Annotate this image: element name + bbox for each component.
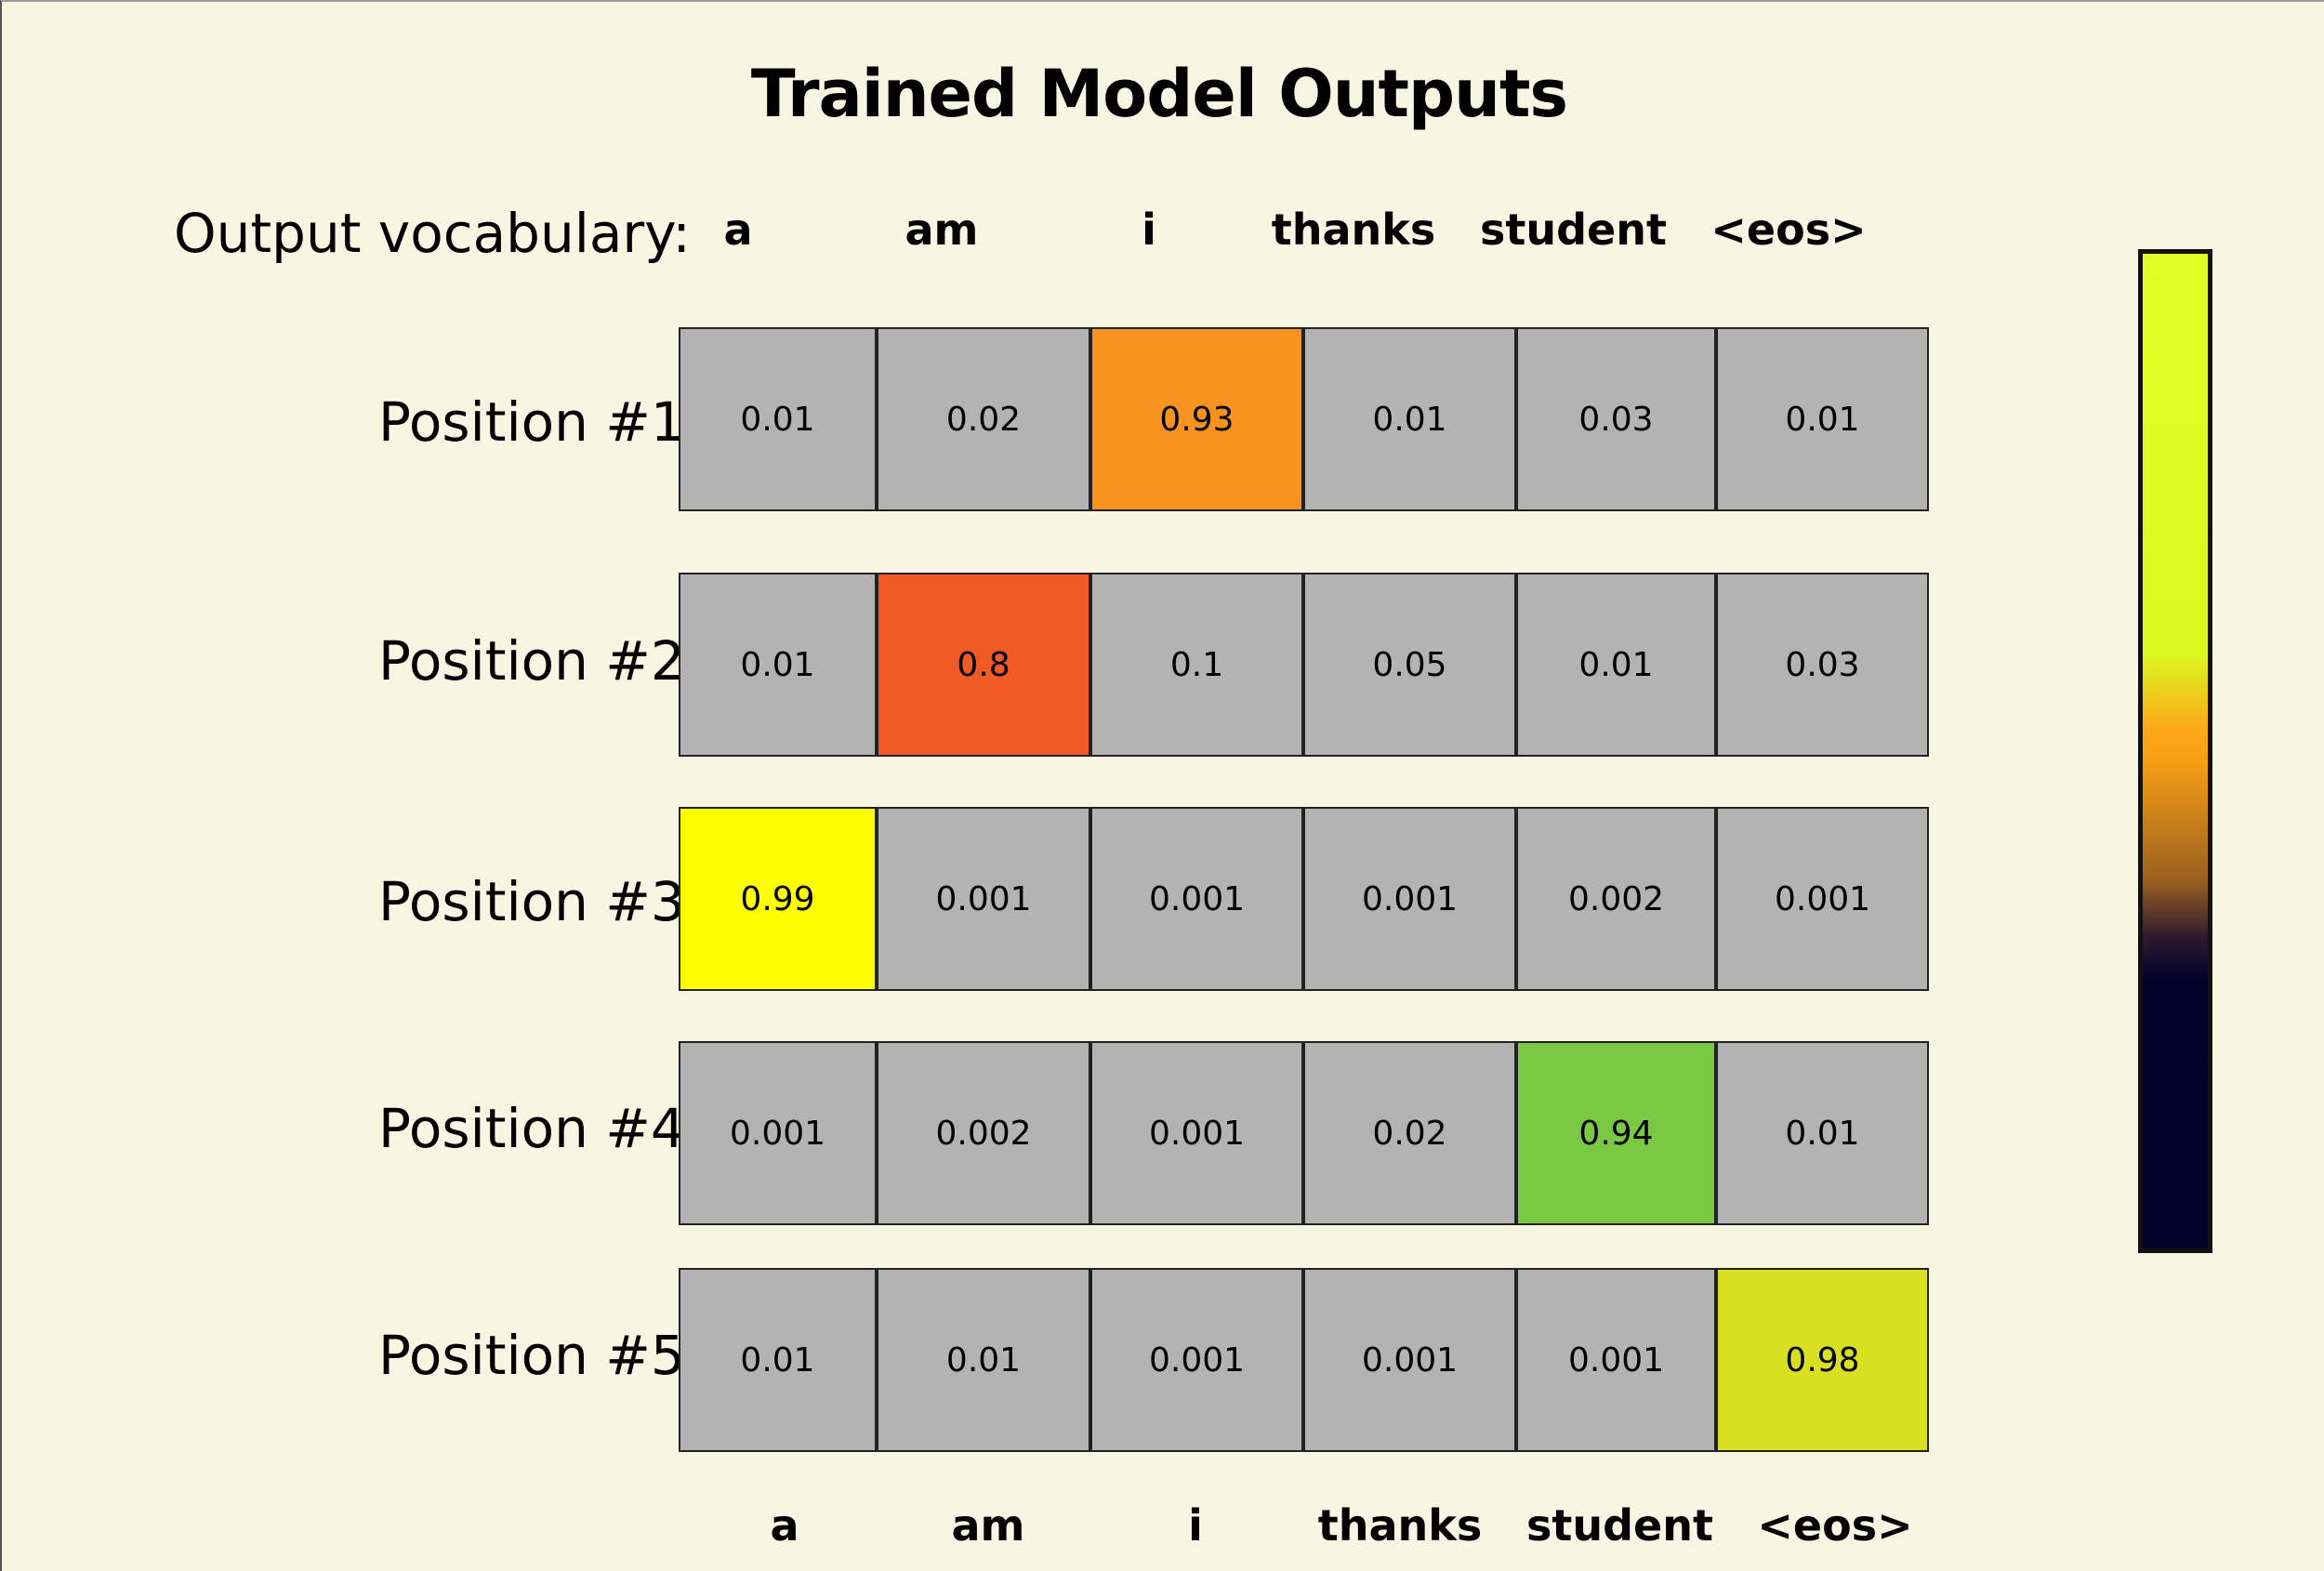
footer-word-4: student [1526, 1500, 1713, 1551]
row-label-2: Position #2 [378, 629, 685, 693]
probability-cell-r1-c6: 0.01 [1716, 327, 1929, 511]
probability-cell-r3-c1: 0.99 [679, 807, 877, 991]
probability-cell-r5-c2: 0.01 [877, 1268, 1090, 1452]
footer-word-0: a [770, 1500, 799, 1551]
vocabulary-label: Output vocabulary: [174, 202, 691, 265]
probability-cell-r4-c1: 0.001 [679, 1041, 877, 1225]
row-label-5: Position #5 [378, 1324, 685, 1387]
probability-cell-r3-c5: 0.002 [1516, 807, 1716, 991]
probability-cell-r5-c6: 0.98 [1716, 1268, 1929, 1452]
probability-cell-r4-c6: 0.01 [1716, 1041, 1929, 1225]
probability-cell-r5-c3: 0.001 [1090, 1268, 1303, 1452]
probability-cell-r5-c5: 0.001 [1516, 1268, 1716, 1452]
probability-cell-r1-c2: 0.02 [877, 327, 1090, 511]
header-word-2: i [1142, 205, 1156, 255]
probability-cell-r5-c1: 0.01 [679, 1268, 877, 1452]
colorbar [2138, 249, 2212, 1253]
diagram-title: Trained Model Outputs [750, 56, 1568, 132]
row-label-3: Position #3 [378, 870, 685, 933]
probability-cell-r5-c4: 0.001 [1303, 1268, 1516, 1452]
row-label-4: Position #4 [378, 1097, 685, 1160]
probability-cell-r4-c5: 0.94 [1516, 1041, 1716, 1225]
probability-cell-r2-c5: 0.01 [1516, 573, 1716, 757]
footer-word-3: thanks [1317, 1500, 1483, 1551]
probability-cell-r2-c2: 0.8 [877, 573, 1090, 757]
header-word-4: student [1480, 205, 1667, 255]
probability-cell-r3-c6: 0.001 [1716, 807, 1929, 991]
probability-cell-r1-c3: 0.93 [1090, 327, 1303, 511]
probability-cell-r3-c2: 0.001 [877, 807, 1090, 991]
footer-word-2: i [1188, 1500, 1203, 1551]
probability-cell-r2-c3: 0.1 [1090, 573, 1303, 757]
header-word-5: <eos> [1710, 205, 1867, 255]
header-word-3: thanks [1271, 205, 1436, 255]
probability-cell-r3-c4: 0.001 [1303, 807, 1516, 991]
footer-word-5: <eos> [1757, 1500, 1913, 1551]
probability-cell-r2-c6: 0.03 [1716, 573, 1929, 757]
row-label-1: Position #1 [378, 390, 685, 454]
probability-cell-r3-c3: 0.001 [1090, 807, 1303, 991]
header-word-1: am [905, 205, 979, 255]
probability-cell-r2-c1: 0.01 [679, 573, 877, 757]
header-word-0: a [723, 205, 753, 255]
probability-cell-r4-c2: 0.002 [877, 1041, 1090, 1225]
probability-cell-r2-c4: 0.05 [1303, 573, 1516, 757]
probability-cell-r1-c5: 0.03 [1516, 327, 1716, 511]
probability-cell-r4-c3: 0.001 [1090, 1041, 1303, 1225]
probability-cell-r4-c4: 0.02 [1303, 1041, 1516, 1225]
probability-cell-r1-c4: 0.01 [1303, 327, 1516, 511]
footer-word-1: am [951, 1500, 1025, 1551]
probability-cell-r1-c1: 0.01 [679, 327, 877, 511]
